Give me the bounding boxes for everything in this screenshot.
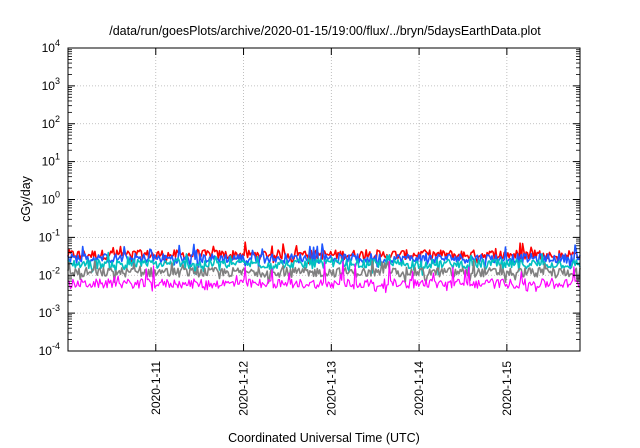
chart-title: /data/run/goesPlots/archive/2020-01-15/1… bbox=[109, 24, 541, 38]
y-tick-label: 10-1 bbox=[39, 227, 60, 244]
y-tick-label: 104 bbox=[42, 38, 60, 55]
y-tick-label: 10-2 bbox=[39, 265, 60, 282]
x-tick-label: 2020-1-15 bbox=[500, 361, 514, 416]
series-line bbox=[67, 243, 581, 270]
series-line bbox=[67, 260, 581, 294]
x-tick-label: 2020-1-14 bbox=[412, 361, 426, 416]
x-axis-label: Coordinated Universal Time (UTC) bbox=[228, 431, 420, 445]
y-tick-label: 10-3 bbox=[39, 303, 60, 320]
series-layer bbox=[67, 241, 581, 294]
grid-lines bbox=[68, 48, 580, 351]
x-tick-label: 2020-1-11 bbox=[149, 361, 163, 415]
y-tick-label: 100 bbox=[42, 190, 60, 207]
x-axis: 2020-1-11 2020-1-12 2020-1-13 2020-1-14 2020… bbox=[149, 48, 514, 416]
x-tick-label: 2020-1-13 bbox=[324, 361, 338, 416]
y-tick-label: 10-4 bbox=[39, 341, 60, 358]
y-tick-label: 103 bbox=[42, 76, 60, 93]
y-tick-label: 102 bbox=[42, 114, 60, 131]
x-tick-label: 2020-1-12 bbox=[237, 361, 251, 416]
y-axis-label: cGy/day bbox=[19, 175, 33, 222]
y-axis: 10-4 10-3 10-2 10-1 100 101 102 103 104 bbox=[39, 38, 580, 358]
y-tick-label: 101 bbox=[42, 152, 60, 169]
